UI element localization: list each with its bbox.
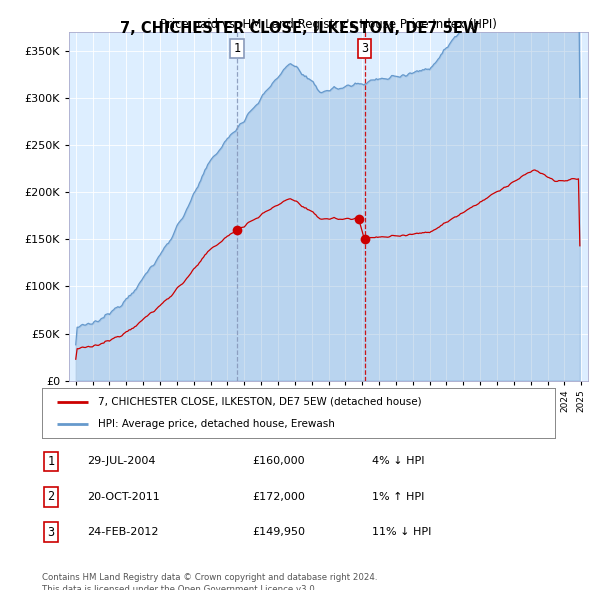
Text: 1% ↑ HPI: 1% ↑ HPI: [372, 492, 424, 502]
Text: £149,950: £149,950: [252, 527, 305, 537]
Text: 3: 3: [361, 42, 368, 55]
Text: 7, CHICHESTER CLOSE, ILKESTON, DE7 5EW: 7, CHICHESTER CLOSE, ILKESTON, DE7 5EW: [121, 21, 479, 35]
Text: 1: 1: [233, 42, 241, 55]
Text: 24-FEB-2012: 24-FEB-2012: [87, 527, 158, 537]
Text: 7, CHICHESTER CLOSE, ILKESTON, DE7 5EW (detached house): 7, CHICHESTER CLOSE, ILKESTON, DE7 5EW (…: [98, 396, 422, 407]
Text: 29-JUL-2004: 29-JUL-2004: [87, 457, 155, 466]
Text: 20-OCT-2011: 20-OCT-2011: [87, 492, 160, 502]
Text: 11% ↓ HPI: 11% ↓ HPI: [372, 527, 431, 537]
Text: HPI: Average price, detached house, Erewash: HPI: Average price, detached house, Erew…: [98, 419, 335, 429]
Text: 2: 2: [47, 490, 55, 503]
Text: 1: 1: [47, 455, 55, 468]
Text: Contains HM Land Registry data © Crown copyright and database right 2024.
This d: Contains HM Land Registry data © Crown c…: [42, 573, 377, 590]
Text: £160,000: £160,000: [252, 457, 305, 466]
Title: Price paid vs. HM Land Registry's House Price Index (HPI): Price paid vs. HM Land Registry's House …: [160, 18, 497, 31]
Text: 4% ↓ HPI: 4% ↓ HPI: [372, 457, 425, 466]
Text: 3: 3: [47, 526, 55, 539]
Text: £172,000: £172,000: [252, 492, 305, 502]
